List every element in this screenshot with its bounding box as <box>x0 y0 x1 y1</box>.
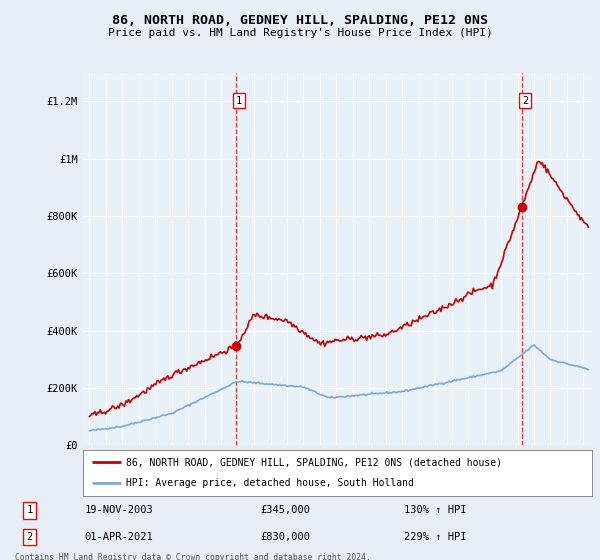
Text: HPI: Average price, detached house, South Holland: HPI: Average price, detached house, Sout… <box>126 478 414 488</box>
Text: 1: 1 <box>26 506 32 515</box>
Text: Price paid vs. HM Land Registry's House Price Index (HPI): Price paid vs. HM Land Registry's House … <box>107 28 493 38</box>
Text: 130% ↑ HPI: 130% ↑ HPI <box>404 506 467 515</box>
Text: 86, NORTH ROAD, GEDNEY HILL, SPALDING, PE12 0NS (detached house): 86, NORTH ROAD, GEDNEY HILL, SPALDING, P… <box>126 457 502 467</box>
Text: 19-NOV-2003: 19-NOV-2003 <box>85 506 153 515</box>
Text: Contains HM Land Registry data © Crown copyright and database right 2024.
This d: Contains HM Land Registry data © Crown c… <box>15 553 371 560</box>
Text: 01-APR-2021: 01-APR-2021 <box>85 532 153 542</box>
Text: £345,000: £345,000 <box>261 506 311 515</box>
Text: 2: 2 <box>522 96 528 106</box>
Text: 1: 1 <box>236 96 242 106</box>
Text: £830,000: £830,000 <box>261 532 311 542</box>
Text: 229% ↑ HPI: 229% ↑ HPI <box>404 532 467 542</box>
Text: 86, NORTH ROAD, GEDNEY HILL, SPALDING, PE12 0NS: 86, NORTH ROAD, GEDNEY HILL, SPALDING, P… <box>112 14 488 27</box>
Text: 2: 2 <box>26 532 32 542</box>
